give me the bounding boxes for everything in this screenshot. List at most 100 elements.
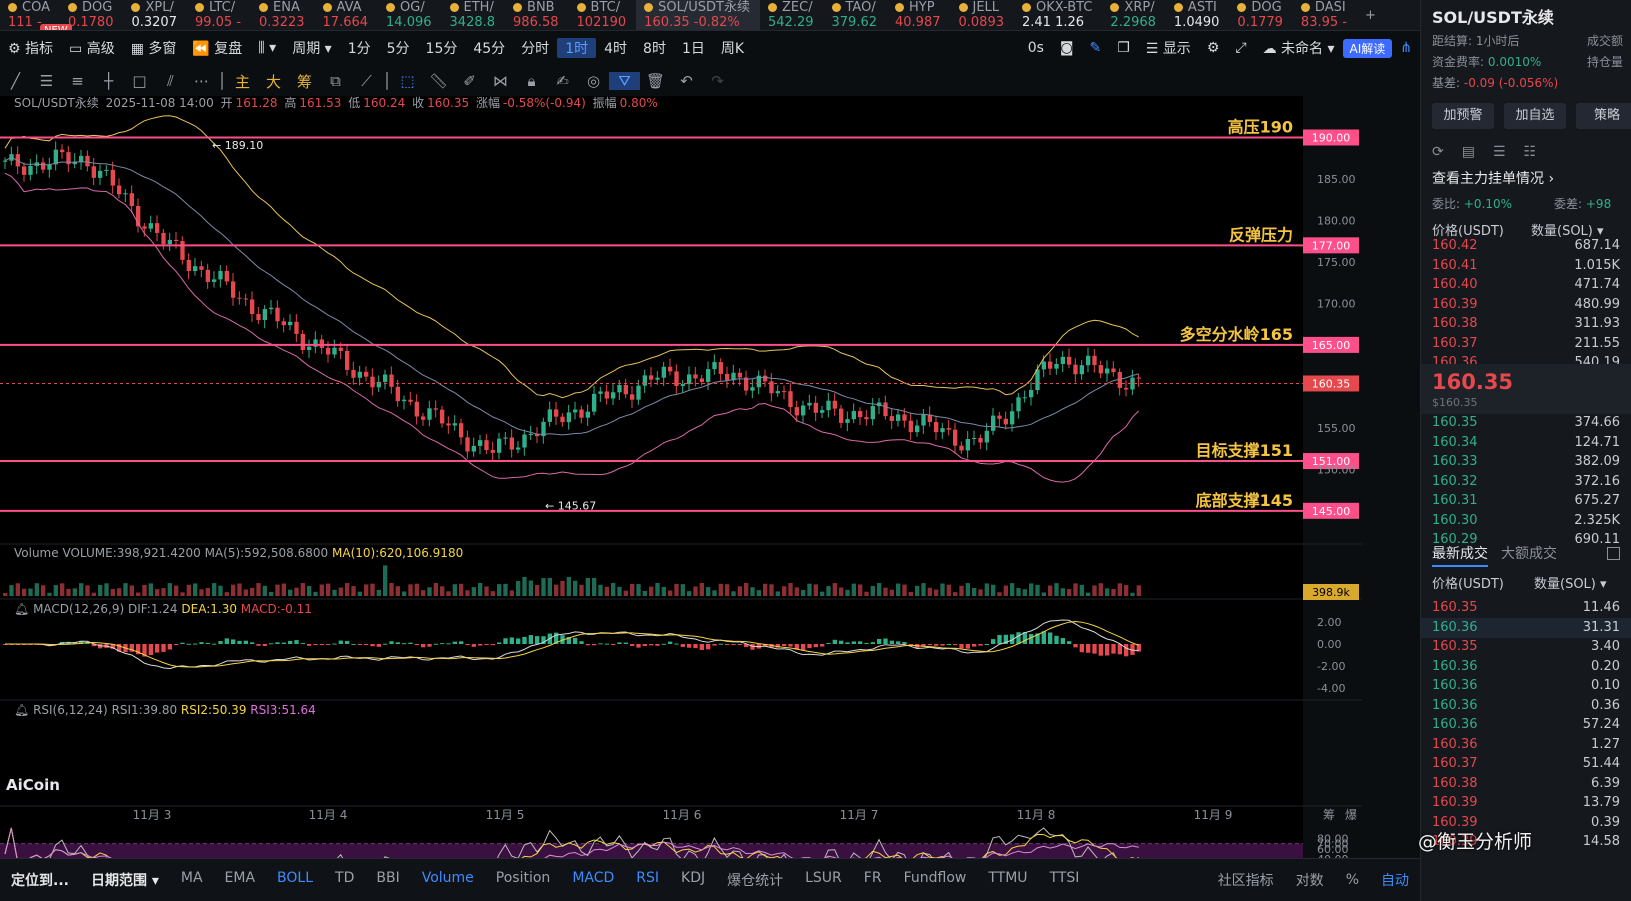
indicator-tab-fr[interactable]: FR bbox=[863, 870, 882, 886]
orderbook-row[interactable]: 160.37 211.55 bbox=[1421, 334, 1631, 354]
indicator-tab-ma[interactable]: MA bbox=[180, 870, 203, 886]
undo-icon[interactable]: ↶ bbox=[680, 72, 693, 90]
ticker-item[interactable]: ETH/3428.8 bbox=[442, 0, 506, 30]
orderbook-row[interactable]: 160.33 382.09 bbox=[1421, 452, 1631, 472]
percent-button[interactable]: % bbox=[1345, 872, 1359, 888]
interval-6[interactable]: 4时 bbox=[604, 41, 628, 57]
community-indicators-button[interactable]: 社区指标 bbox=[1217, 873, 1274, 889]
corner-label[interactable]: 爆 bbox=[1345, 808, 1357, 822]
advanced-button[interactable]: ▭ 高级 bbox=[69, 41, 115, 57]
ticker-item[interactable]: ASTI 1.0490 bbox=[1166, 0, 1230, 30]
corner-label[interactable]: 筹 bbox=[1323, 808, 1335, 822]
interval-7[interactable]: 8时 bbox=[643, 41, 666, 57]
log-button[interactable]: 对数 bbox=[1295, 873, 1324, 889]
ticker-item[interactable]: DOG 0.1780 bbox=[60, 0, 124, 30]
indicator-tab-ema[interactable]: EMA bbox=[224, 870, 256, 886]
trade-row[interactable]: 160.36 0.10 bbox=[1421, 676, 1631, 696]
parallel-icon[interactable]: ≡ bbox=[71, 72, 84, 90]
eye-icon[interactable]: ◎ bbox=[586, 72, 601, 90]
indicator-tab-boll[interactable]: BOLL bbox=[277, 870, 314, 886]
lock-icon[interactable]: 🔒︎ bbox=[527, 72, 536, 90]
orderbook-row[interactable]: 160.42 687.14 bbox=[1421, 236, 1631, 256]
multi-window-button[interactable]: ▦ 多窗 bbox=[130, 41, 177, 57]
indicator-tab-bbi[interactable]: BBI bbox=[376, 870, 400, 886]
add-alert-button[interactable]: 加预警 bbox=[1432, 103, 1494, 129]
ticker-item[interactable]: ZEC/542.29 bbox=[760, 0, 824, 30]
ticker-item[interactable]: DASI 83.95 - bbox=[1293, 0, 1357, 30]
main-force-button[interactable]: 主 bbox=[234, 72, 250, 91]
depth-link[interactable]: 查看主力挂单情况 › bbox=[1432, 171, 1555, 187]
fullscreen-icon[interactable]: ⤢ bbox=[1235, 40, 1247, 56]
trash-icon[interactable]: 🗑︎ bbox=[645, 72, 666, 90]
kline-chart[interactable]: 高压190 190.00 反弹压力 177.00 多空分水岭165 165.00 目标支撑1… bbox=[0, 96, 1362, 858]
tab-latest-trades[interactable]: 最新成交 bbox=[1432, 547, 1488, 567]
interval-0[interactable]: 1分 bbox=[347, 41, 371, 57]
rect-icon[interactable]: □ bbox=[132, 72, 147, 90]
bell-icon[interactable]: 🔔︎ bbox=[14, 703, 30, 717]
period-button[interactable]: 周期 ▾ bbox=[292, 41, 332, 57]
ticker-item[interactable]: AVA 17.664 bbox=[315, 0, 379, 30]
add-ticker-button[interactable]: + bbox=[1364, 8, 1376, 23]
candle-type-button[interactable]: ⫼ ▾ bbox=[258, 40, 277, 56]
ticker-item[interactable]: BTC/102190 bbox=[569, 0, 637, 30]
brush-icon[interactable]: ✐ bbox=[463, 72, 476, 90]
select-icon[interactable]: ⬚ bbox=[400, 72, 415, 90]
indicator-tab-macd[interactable]: MACD bbox=[572, 870, 615, 886]
strategy-button[interactable]: 策略 bbox=[1576, 103, 1631, 129]
layout-icon[interactable]: ❐ bbox=[1117, 40, 1130, 56]
orderbook-row[interactable]: 160.38 311.93 bbox=[1421, 314, 1631, 334]
orderbook-row[interactable]: 160.41 1.015K bbox=[1421, 256, 1631, 276]
trade-row[interactable]: 160.39 13.79 bbox=[1421, 793, 1631, 813]
trade-row[interactable]: 160.39 0.39 bbox=[1421, 813, 1631, 833]
measure-icon[interactable]: ⟋ bbox=[361, 72, 372, 90]
ticker-item[interactable]: XRP/2.2968 bbox=[1102, 0, 1166, 30]
magnet-icon[interactable]: ⋈ bbox=[493, 72, 508, 90]
ticker-item[interactable]: XPL/0.3207 bbox=[123, 0, 187, 30]
indicator-tab-td[interactable]: TD bbox=[335, 870, 355, 886]
ticker-item[interactable]: DOG 0.1779 bbox=[1229, 0, 1293, 30]
settings-icon[interactable]: ⚙ bbox=[1206, 40, 1220, 56]
ticker-item[interactable]: COA 111 - bbox=[0, 0, 60, 30]
redo-icon[interactable]: ↷ bbox=[711, 72, 724, 90]
pen-icon[interactable]: ✎ bbox=[1089, 40, 1102, 56]
indicator-button[interactable]: ⚙ 指标 bbox=[8, 41, 54, 57]
indicator-tab-kdj[interactable]: KDJ bbox=[681, 870, 706, 886]
trade-row[interactable]: 160.39 14.58 bbox=[1421, 832, 1631, 852]
ticker-item[interactable]: LTC/99.05 - bbox=[187, 0, 251, 30]
edit-icon[interactable]: ✍ bbox=[556, 72, 569, 90]
replay-button[interactable]: ⏪ 复盘 bbox=[192, 41, 243, 57]
trade-row[interactable]: 160.36 0.36 bbox=[1421, 696, 1631, 716]
orderbook-row[interactable]: 160.35 374.66 bbox=[1421, 413, 1631, 433]
ticker-item[interactable]: OG/14.096 bbox=[378, 0, 442, 30]
compare-icon[interactable]: ⧉ bbox=[330, 72, 341, 90]
trade-row[interactable]: 160.36 1.27 bbox=[1421, 735, 1631, 755]
orderbook-row[interactable]: 160.34 124.71 bbox=[1421, 433, 1631, 453]
orderbook-row[interactable]: 160.30 2.325K bbox=[1421, 511, 1631, 531]
trade-row[interactable]: 160.36 57.24 bbox=[1421, 715, 1631, 735]
orderbook-row[interactable]: 160.31 675.27 bbox=[1421, 491, 1631, 511]
ruler-icon[interactable]: 📏︎ bbox=[428, 72, 449, 90]
trade-row[interactable]: 160.36 0.20 bbox=[1421, 657, 1631, 677]
indicator-tab-volume[interactable]: Volume bbox=[421, 870, 474, 886]
trendline-icon[interactable]: ╱ bbox=[10, 72, 21, 90]
interval-9[interactable]: 周K bbox=[720, 41, 745, 57]
ticker-item[interactable]: BNB 986.58 bbox=[505, 0, 569, 30]
filter-icon[interactable]: ⛛ bbox=[609, 72, 640, 90]
trade-row[interactable]: 160.36 31.31 bbox=[1421, 617, 1631, 638]
tab-large-trades[interactable]: 大额成交 bbox=[1501, 546, 1557, 562]
indicator-tab-ttmu[interactable]: TTMU bbox=[988, 870, 1028, 886]
ticker-item[interactable]: TAO/379.62 bbox=[824, 0, 888, 30]
trade-row[interactable]: 160.35 3.40 bbox=[1421, 637, 1631, 657]
trade-row[interactable]: 160.37 51.44 bbox=[1421, 754, 1631, 774]
ticker-item[interactable]: JELL 0.0893 bbox=[951, 0, 1015, 30]
indicator-tab-position[interactable]: Position bbox=[495, 870, 551, 886]
indicator-tab-rsi[interactable]: RSI bbox=[636, 870, 660, 886]
locate-button[interactable]: 定位到... bbox=[11, 873, 69, 889]
hline-icon[interactable]: ┼ bbox=[103, 72, 114, 90]
trade-row[interactable]: 160.38 6.39 bbox=[1421, 774, 1631, 794]
interval-3[interactable]: 45分 bbox=[473, 41, 506, 57]
orderbook-row[interactable]: 160.39 480.99 bbox=[1421, 295, 1631, 315]
date-range-button[interactable]: 日期范围 ▾ bbox=[90, 873, 159, 889]
auto-button[interactable]: 自动 bbox=[1381, 873, 1409, 889]
indicator-tab-爆仓统计[interactable]: 爆仓统计 bbox=[727, 873, 784, 889]
